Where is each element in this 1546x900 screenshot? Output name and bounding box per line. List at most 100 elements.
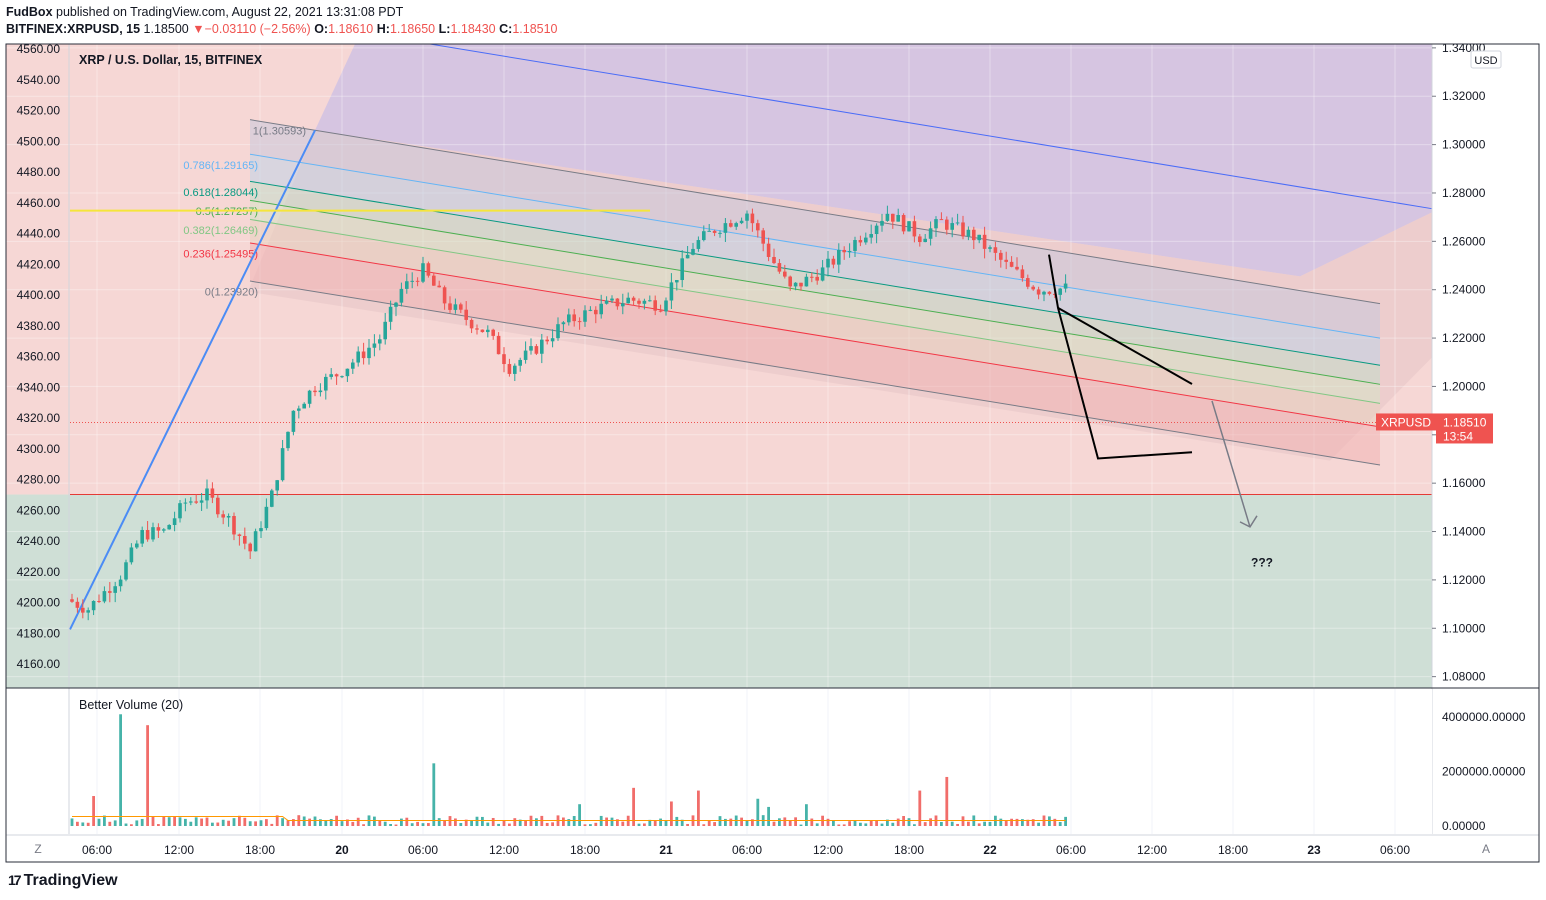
volume-bar bbox=[1037, 822, 1040, 826]
volume-bar bbox=[637, 823, 641, 826]
tradingview-mark-icon: 17 bbox=[8, 872, 22, 888]
grid bbox=[6, 44, 1432, 688]
candle-body bbox=[421, 263, 425, 282]
volume-bar bbox=[108, 821, 112, 826]
candle-body bbox=[583, 310, 587, 322]
volume-bar bbox=[664, 820, 668, 826]
left-axis-tick: 4300.00 bbox=[17, 442, 61, 456]
volume-bar bbox=[184, 818, 187, 826]
candle-body bbox=[172, 518, 177, 525]
volume-bar bbox=[837, 824, 841, 826]
candle-body bbox=[270, 490, 274, 507]
candle-body bbox=[766, 243, 771, 257]
candle-body bbox=[518, 359, 522, 366]
volume-bar bbox=[238, 815, 241, 826]
symbol-tag-text: XRPUSD bbox=[1381, 415, 1431, 429]
candle-body bbox=[664, 300, 668, 312]
candle-body bbox=[189, 501, 193, 503]
volume-bar bbox=[427, 823, 430, 826]
volume-bar bbox=[265, 819, 268, 826]
volume-bar bbox=[961, 816, 965, 826]
high-label: H: bbox=[376, 22, 390, 36]
publish-info: FudBox published on TradingView.com, Aug… bbox=[6, 5, 403, 19]
candle-body bbox=[1047, 291, 1052, 294]
left-axis: 4560.00 4540.00 4520.00 4500.00 4480.00 4460.… bbox=[17, 42, 61, 671]
volume-bar bbox=[292, 819, 295, 826]
volume-bar bbox=[205, 817, 209, 826]
right-axis-tick: 1.32000 bbox=[1442, 89, 1486, 103]
volume-bar bbox=[648, 819, 652, 826]
candle-body bbox=[345, 368, 350, 377]
fib-band bbox=[250, 242, 1380, 466]
volume-bar bbox=[459, 822, 463, 826]
left-axis-tick: 4560.00 bbox=[17, 42, 61, 56]
volume-bar bbox=[983, 821, 986, 826]
volume-bar bbox=[799, 824, 803, 826]
candle-body bbox=[864, 237, 868, 243]
left-axis-tick: 4500.00 bbox=[17, 134, 61, 148]
fib-line bbox=[249, 242, 1381, 428]
candle-body bbox=[977, 234, 981, 241]
volume-bar bbox=[162, 816, 166, 826]
volume-bar bbox=[875, 820, 878, 826]
close-label: C: bbox=[499, 22, 513, 36]
volume-bar bbox=[319, 819, 322, 826]
volume-bar bbox=[432, 763, 436, 826]
fib-line bbox=[249, 280, 1381, 466]
fib-line bbox=[249, 119, 1381, 305]
volume-bar bbox=[929, 818, 932, 826]
candle-body bbox=[874, 225, 879, 235]
candle-body bbox=[1004, 259, 1008, 262]
volume-bar bbox=[891, 822, 895, 826]
tradingview-logo[interactable]: 17 TradingView bbox=[8, 872, 118, 890]
candle-body bbox=[399, 288, 404, 303]
volume-bar bbox=[745, 820, 749, 826]
volume-bar bbox=[302, 816, 306, 826]
candle-body bbox=[745, 213, 749, 221]
candle-body bbox=[216, 497, 220, 515]
candle-body bbox=[853, 240, 857, 251]
fib-band bbox=[250, 219, 1380, 427]
volume-bar bbox=[767, 806, 770, 826]
volume-bar bbox=[405, 817, 409, 826]
candle-body bbox=[432, 275, 436, 286]
candle-body bbox=[464, 309, 468, 320]
candle-body bbox=[675, 280, 679, 283]
change-value: −0.03110 (−2.56%) bbox=[204, 22, 311, 36]
volume-bar bbox=[772, 821, 776, 826]
candle-body bbox=[615, 298, 620, 307]
candle-body bbox=[604, 300, 609, 304]
candle-body bbox=[739, 220, 744, 224]
candle-body bbox=[140, 529, 144, 544]
volume-bar bbox=[286, 820, 290, 826]
fib-label: 0.5(1.27257) bbox=[196, 206, 258, 218]
volume-bar bbox=[853, 820, 857, 826]
projection-arrowhead bbox=[1239, 515, 1258, 528]
fib-label: 0.618(1.28044) bbox=[183, 187, 258, 199]
volume-bar bbox=[362, 824, 365, 826]
fib-label: 0.786(1.29165) bbox=[183, 160, 258, 172]
fib-band bbox=[250, 119, 1380, 339]
volume-bar bbox=[826, 818, 830, 826]
volume-bar bbox=[583, 824, 587, 826]
volume-axis-tick: 0.00000 bbox=[1442, 819, 1486, 833]
left-axis-tick: 4480.00 bbox=[17, 165, 61, 179]
volume-bar bbox=[610, 817, 614, 826]
candle-body bbox=[367, 347, 371, 359]
down-arrow-icon: ▼ bbox=[192, 22, 205, 36]
volume-bar bbox=[464, 819, 468, 826]
candle-body bbox=[226, 516, 231, 518]
candle-body bbox=[453, 304, 458, 310]
volume-pane-bg bbox=[70, 689, 1432, 834]
volume-bar bbox=[70, 818, 74, 826]
candle-body bbox=[475, 328, 479, 330]
low-label: L: bbox=[438, 22, 451, 36]
time-axis-tick: 12:00 bbox=[1137, 843, 1167, 857]
candle-body bbox=[810, 276, 814, 278]
candle-body bbox=[777, 263, 782, 272]
time-axis-tick: 06:00 bbox=[82, 843, 112, 857]
left-axis-tick: 4400.00 bbox=[17, 288, 61, 302]
candle-body bbox=[804, 276, 809, 287]
candle-body bbox=[167, 524, 171, 530]
